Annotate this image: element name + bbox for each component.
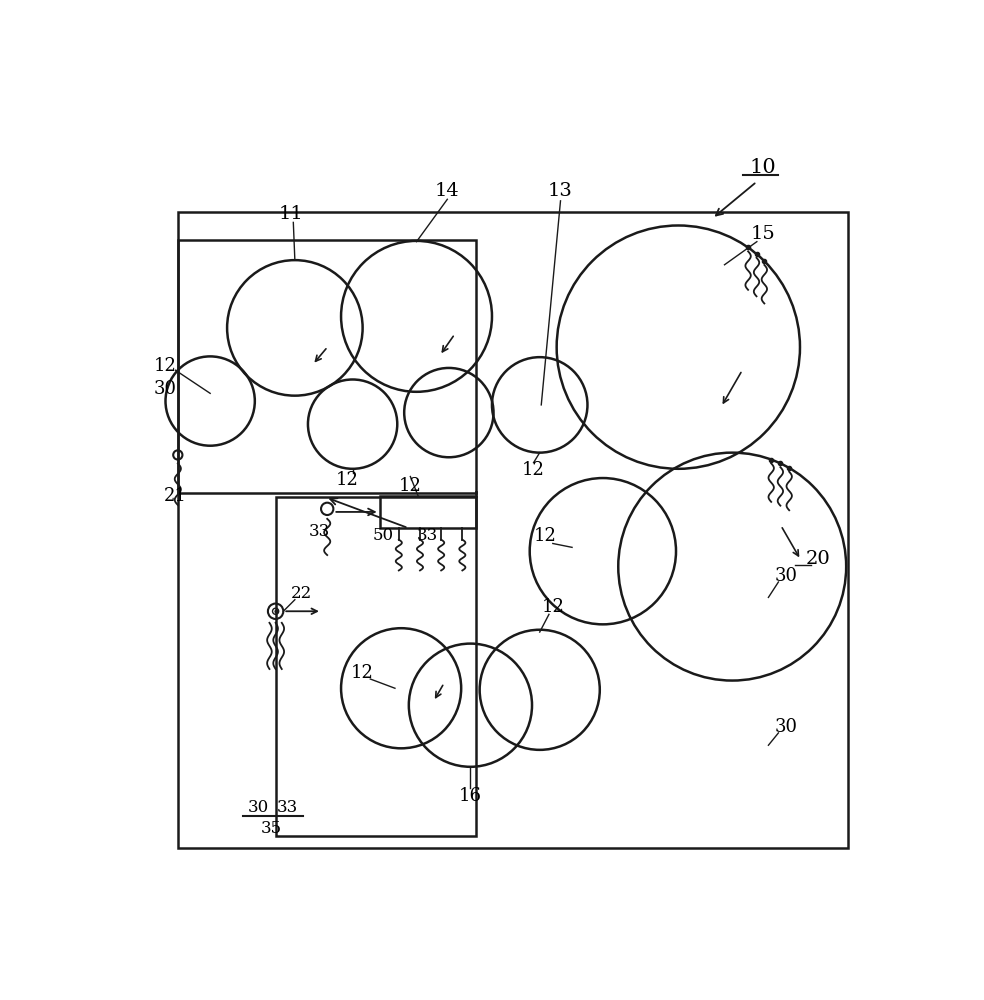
Text: 14: 14: [435, 182, 460, 200]
Text: 30: 30: [154, 380, 177, 398]
Text: 12: 12: [351, 664, 374, 682]
Bar: [178, 240, 476, 493]
Text: 20: 20: [806, 550, 830, 568]
Text: 15: 15: [751, 225, 775, 243]
Text: 50: 50: [373, 527, 394, 544]
Text: 12: 12: [541, 598, 564, 616]
Text: 33: 33: [309, 523, 330, 540]
Bar: [178, 212, 848, 848]
Text: 12: 12: [336, 471, 358, 489]
Text: 16: 16: [459, 787, 482, 805]
Text: 33: 33: [416, 527, 438, 544]
Text: 12: 12: [523, 461, 545, 479]
Text: 13: 13: [548, 182, 573, 200]
Text: 22: 22: [290, 585, 312, 602]
Text: 35: 35: [261, 820, 282, 837]
Text: 33: 33: [277, 799, 298, 816]
Text: 12: 12: [399, 477, 422, 495]
Text: 12: 12: [533, 527, 557, 545]
Bar: [276, 497, 476, 836]
Text: 30: 30: [247, 799, 269, 816]
Text: 21: 21: [164, 487, 187, 505]
Bar: [380, 496, 476, 528]
Text: 30: 30: [774, 718, 798, 736]
Text: 12: 12: [154, 357, 177, 375]
Text: 30: 30: [774, 567, 798, 585]
Text: 11: 11: [278, 205, 303, 223]
Text: 10: 10: [750, 158, 776, 177]
